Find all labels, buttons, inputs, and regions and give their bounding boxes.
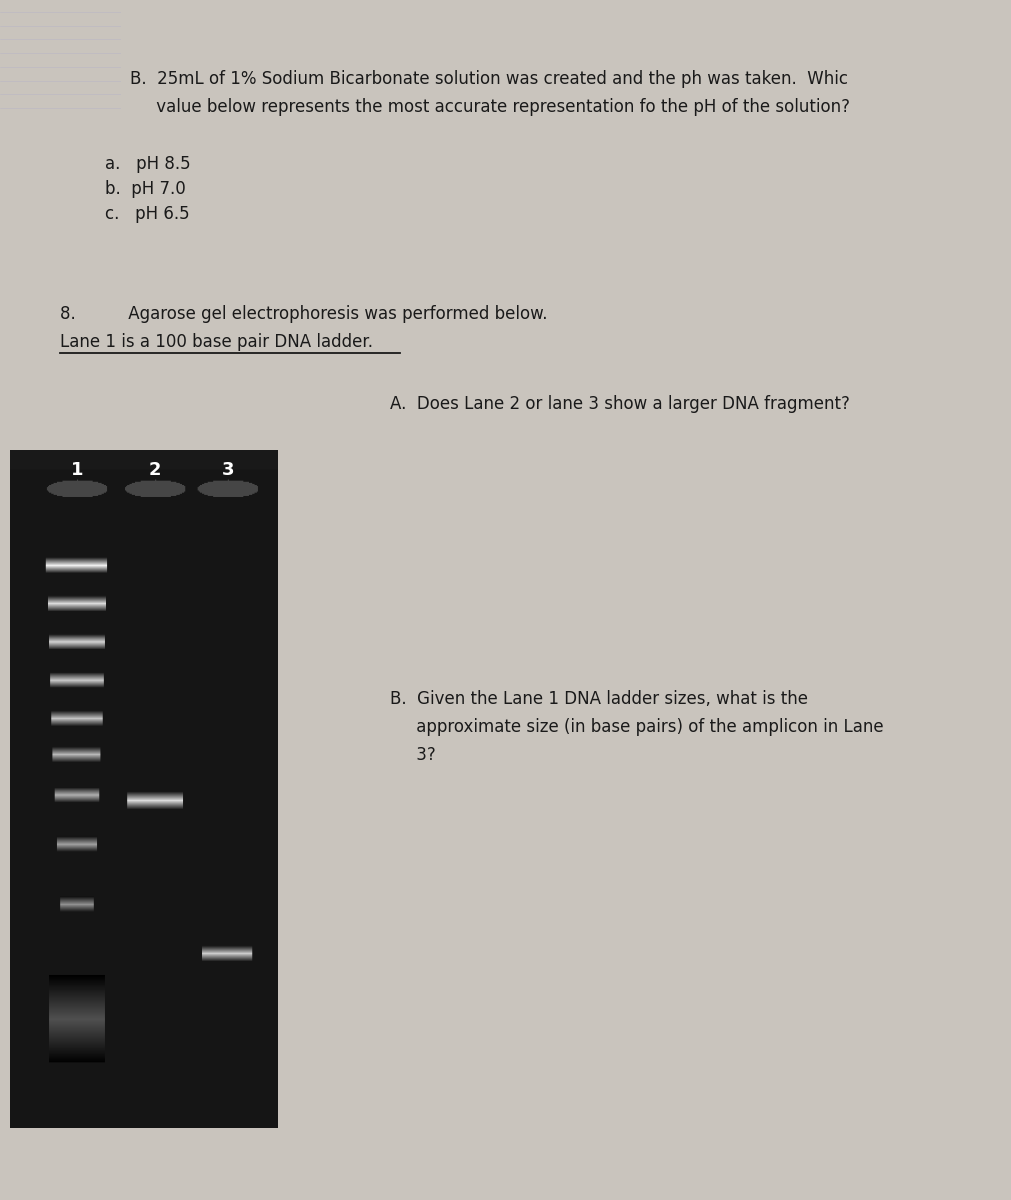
Text: 1: 1 — [71, 461, 83, 479]
Text: b.  pH 7.0: b. pH 7.0 — [105, 180, 186, 198]
Text: B.  Given the Lane 1 DNA ladder sizes, what is the: B. Given the Lane 1 DNA ladder sizes, wh… — [390, 690, 808, 708]
Text: a.   pH 8.5: a. pH 8.5 — [105, 155, 191, 173]
Text: Lane 1 is a 100 base pair DNA ladder.: Lane 1 is a 100 base pair DNA ladder. — [60, 332, 373, 350]
Text: approximate size (in base pairs) of the amplicon in Lane: approximate size (in base pairs) of the … — [390, 718, 884, 736]
Text: 3?: 3? — [390, 746, 436, 764]
Text: B.  25mL of 1% Sodium Bicarbonate solution was created and the ph was taken.  Wh: B. 25mL of 1% Sodium Bicarbonate solutio… — [130, 70, 848, 88]
Text: value below represents the most accurate representation fo the pH of the solutio: value below represents the most accurate… — [130, 98, 850, 116]
Text: A.  Does Lane 2 or lane 3 show a larger DNA fragment?: A. Does Lane 2 or lane 3 show a larger D… — [390, 395, 850, 413]
Text: 3: 3 — [221, 461, 234, 479]
Text: 8.          Agarose gel electrophoresis was performed below.: 8. Agarose gel electrophoresis was perfo… — [60, 305, 548, 323]
Text: 2: 2 — [149, 461, 162, 479]
Text: c.   pH 6.5: c. pH 6.5 — [105, 205, 190, 223]
